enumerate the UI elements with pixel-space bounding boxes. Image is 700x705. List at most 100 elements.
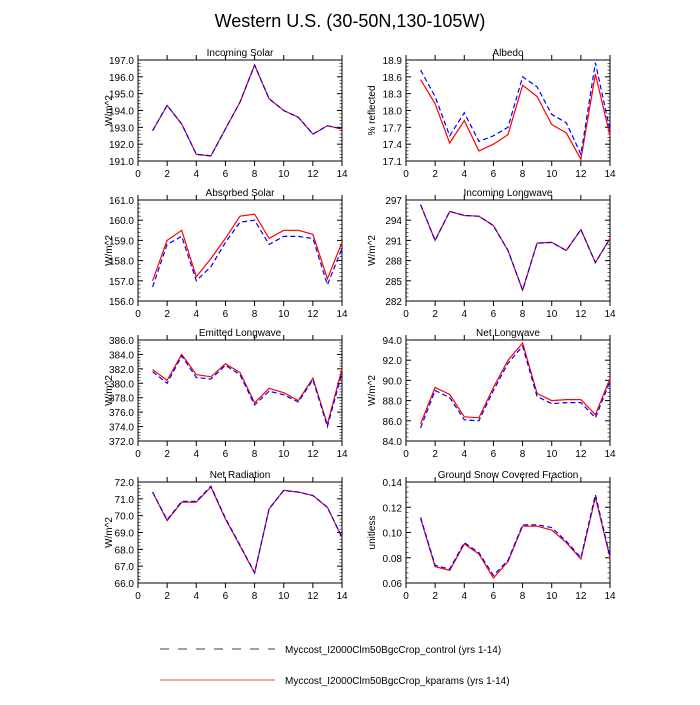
series-control-line	[152, 63, 343, 157]
x-tick-label: 8	[252, 309, 258, 320]
x-tick-label: 6	[491, 591, 497, 602]
x-tick-label: 0	[403, 449, 409, 460]
y-tick-label: 192.0	[109, 140, 134, 151]
x-tick-label: 14	[336, 169, 348, 180]
y-tick-label: 18.0	[383, 107, 403, 118]
y-tick-label: 0.12	[383, 503, 403, 514]
y-axis-label: W/m^2	[367, 375, 378, 406]
series-control-line	[420, 204, 611, 293]
y-tick-label: 197.0	[109, 56, 134, 67]
y-tick-label: 386.0	[109, 336, 134, 347]
y-tick-label: 291	[385, 236, 402, 247]
x-tick-label: 0	[135, 169, 141, 180]
figure-title: Western U.S. (30-50N,130-105W)	[215, 11, 486, 31]
x-tick-label: 10	[278, 591, 290, 602]
x-tick-label: 12	[307, 591, 319, 602]
plot-frame	[405, 481, 611, 584]
x-tick-label: 6	[223, 449, 229, 460]
x-tick-label: 12	[575, 309, 587, 320]
y-tick-label: 17.4	[383, 140, 403, 151]
x-tick-label: 6	[491, 169, 497, 180]
panel-net-radiation: Net Radiation W/m^2 0 2 4 6 8 10 12 14 66.0 67.0 68.…	[104, 470, 348, 602]
panel-net-longwave: Net Longwave W/m^2 0 2 4 6 8 10 12 14 84.0 86.0 88.0…	[367, 328, 616, 460]
series-control-line	[152, 219, 343, 288]
x-tick-label: 2	[432, 169, 438, 180]
x-tick-label: 6	[223, 591, 229, 602]
y-tick-label: 92.0	[383, 356, 403, 367]
y-tick-label: 86.0	[383, 417, 403, 428]
x-tick-label: 0	[135, 309, 141, 320]
x-tick-label: 10	[546, 591, 558, 602]
panel-title: Net Longwave	[476, 328, 540, 339]
y-tick-label: 0.08	[383, 554, 403, 565]
panel-albedo: Albedo % reflected 0 2 4 6 8 10 12 14 17.1 17.4 17.7…	[367, 48, 616, 180]
plot-frame	[137, 339, 343, 442]
x-tick-label: 12	[307, 449, 319, 460]
y-tick-label: 70.0	[115, 512, 135, 523]
plot-frame	[137, 199, 343, 302]
y-axis-label: W/m^2	[367, 235, 378, 266]
y-tick-label: 17.1	[383, 157, 403, 168]
y-tick-label: 17.7	[383, 123, 403, 134]
series-kparams-line	[152, 353, 343, 427]
y-tick-label: 67.0	[115, 562, 135, 573]
x-tick-label: 14	[604, 309, 616, 320]
panel-title: Albedo	[492, 48, 524, 59]
y-tick-label: 195.0	[109, 90, 134, 101]
legend-label-control: Myccost_I2000Clm50BgcCrop_control (yrs 1…	[285, 645, 501, 656]
y-axis-label: W/m^2	[104, 517, 115, 548]
x-tick-label: 4	[462, 309, 468, 320]
y-tick-label: 382.0	[109, 365, 134, 376]
panel-incoming-solar: Incoming Solar W/m^2 0 2 4 6 8 10 12 14 191.0 192.0…	[104, 48, 348, 180]
x-tick-label: 12	[575, 591, 587, 602]
x-tick-label: 8	[252, 169, 258, 180]
y-tick-label: 158.0	[109, 257, 134, 268]
y-tick-label: 156.0	[109, 297, 134, 308]
y-axis-label: W/m^2	[104, 235, 115, 266]
series-kparams-line	[420, 73, 611, 162]
x-tick-label: 4	[462, 169, 468, 180]
y-tick-label: 297	[385, 196, 402, 207]
y-tick-label: 72.0	[115, 478, 135, 489]
x-tick-label: 2	[164, 449, 170, 460]
panel-title: Incoming Solar	[207, 48, 274, 59]
panel-title: Ground Snow Covered Fraction	[438, 470, 579, 481]
legend: Myccost_I2000Clm50BgcCrop_control (yrs 1…	[160, 645, 510, 687]
panel-title: Net Radiation	[210, 470, 271, 481]
x-tick-label: 8	[520, 309, 526, 320]
x-tick-label: 0	[403, 309, 409, 320]
x-tick-label: 14	[336, 309, 348, 320]
x-tick-label: 2	[432, 309, 438, 320]
x-tick-label: 12	[307, 309, 319, 320]
panel-emitted-longwave: Emitted Longwave W/m^2 0 2 4 6 8 10 12 14 372.0 374…	[104, 328, 348, 460]
x-tick-label: 4	[194, 309, 200, 320]
y-tick-label: 94.0	[383, 336, 403, 347]
x-tick-label: 4	[194, 449, 200, 460]
x-tick-label: 10	[278, 169, 290, 180]
x-tick-label: 2	[164, 309, 170, 320]
x-tick-label: 10	[546, 169, 558, 180]
y-tick-label: 71.0	[115, 495, 135, 506]
y-tick-label: 160.0	[109, 216, 134, 227]
y-tick-label: 194.0	[109, 107, 134, 118]
x-tick-label: 0	[135, 449, 141, 460]
panel-title: Absorbed Solar	[206, 188, 276, 199]
x-tick-label: 8	[252, 449, 258, 460]
y-tick-label: 88.0	[383, 397, 403, 408]
panel-title: Emitted Longwave	[199, 328, 282, 339]
y-tick-label: 161.0	[109, 196, 134, 207]
x-tick-label: 12	[575, 449, 587, 460]
x-tick-label: 14	[604, 449, 616, 460]
y-tick-label: 285	[385, 277, 402, 288]
x-tick-label: 2	[432, 591, 438, 602]
x-tick-label: 8	[520, 169, 526, 180]
x-tick-label: 8	[252, 591, 258, 602]
series-control-line	[152, 485, 343, 575]
series-control-line	[420, 62, 611, 157]
y-tick-label: 159.0	[109, 236, 134, 247]
y-tick-label: 294	[385, 216, 402, 227]
x-tick-label: 8	[520, 449, 526, 460]
series-control-line	[152, 354, 343, 429]
plot-frame	[137, 59, 343, 162]
legend-label-kparams: Myccost_I2000Clm50BgcCrop_kparams (yrs 1…	[285, 676, 510, 687]
